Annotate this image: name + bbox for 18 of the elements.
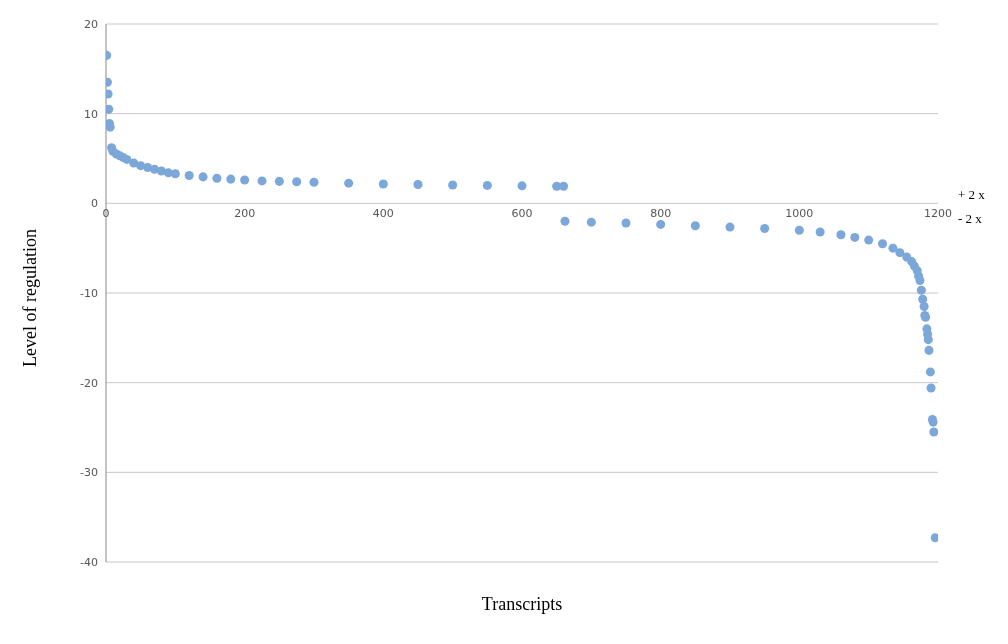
y-axis-title: Level of regulation (19, 229, 41, 367)
x-tick-label: 1200 (924, 206, 952, 220)
x-axis-title: Transcripts (481, 594, 563, 615)
text: - 2 x (958, 210, 982, 227)
y-tick-label: -40 (80, 555, 98, 569)
text: + 2 x (958, 186, 985, 203)
x-tick-label: 800 (650, 206, 672, 220)
y-tick-label: -20 (80, 376, 98, 390)
y-tick-label: -10 (80, 286, 98, 300)
x-tick-label: 600 (511, 206, 533, 220)
x-tick-label: 400 (372, 206, 394, 220)
y-tick-label: 10 (84, 107, 98, 121)
x-tick-label: 1000 (785, 206, 814, 220)
y-tick-label: 0 (91, 197, 98, 211)
x-tick-label: 0 (102, 206, 110, 220)
x-tick-label: 200 (234, 206, 256, 220)
y-tick-label: -30 (80, 466, 98, 480)
y-tick-label: 20 (84, 17, 98, 31)
